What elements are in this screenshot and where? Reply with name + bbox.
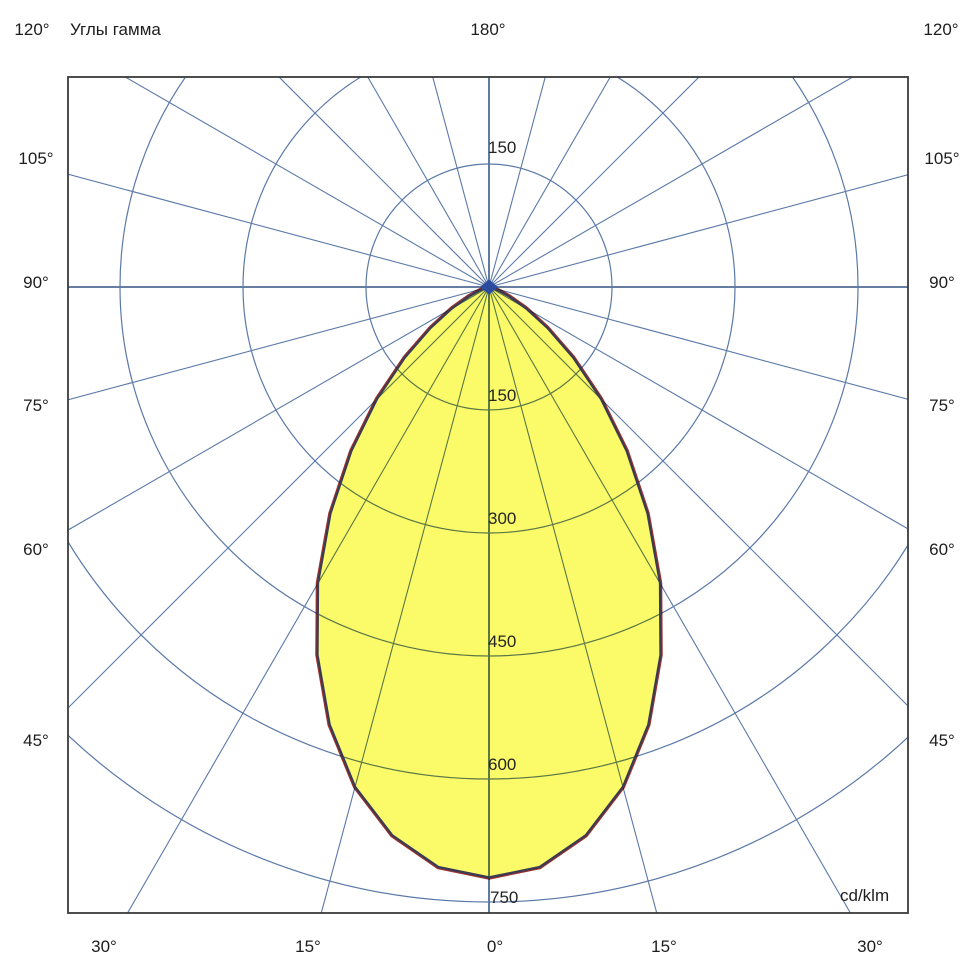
ring-150: [365, 163, 613, 411]
ring-value-450: 450: [488, 632, 517, 651]
gamma-ray-15: [488, 286, 658, 913]
ring-value-150-above: 150: [488, 138, 517, 157]
gamma-ray-195: [432, 77, 490, 288]
gamma-ray-300: [68, 286, 490, 531]
angle-label-bottom-15l: 15°: [295, 937, 321, 956]
angle-label-right-75: 75°: [929, 396, 955, 415]
ring-750: [68, 734, 908, 903]
angle-label-bottom-30l: 30°: [91, 937, 117, 956]
angle-label-right-90: 90°: [929, 273, 955, 292]
gamma-ray-135: [488, 77, 700, 288]
angle-label-bottom-15r: 15°: [651, 937, 677, 956]
ring-value-600: 600: [488, 755, 517, 774]
ring-600: [68, 540, 908, 780]
gamma-ray-330: [126, 286, 490, 913]
angle-label-left-60: 60°: [23, 540, 49, 559]
gamma-axis-title: Углы гамма: [70, 20, 161, 39]
curve-c0-c180: [316, 285, 662, 879]
plot-border: [67, 76, 909, 914]
gamma-ray-315: [68, 286, 490, 709]
gamma-ray-225: [278, 77, 490, 288]
ring-300: [242, 77, 736, 534]
unit-label: cd/klm: [840, 886, 890, 905]
gamma-ray-210: [367, 77, 490, 288]
gamma-ray-120: [488, 77, 854, 288]
angle-label-bottom-30r: 30°: [857, 937, 883, 956]
gamma-ray-45: [488, 286, 908, 707]
angle-label-left-105: 105°: [18, 149, 54, 168]
angle-label-bottom-0: 0°: [486, 937, 504, 956]
angle-label-top-right: 120°: [923, 20, 959, 39]
gamma-ray-60: [488, 286, 908, 530]
ring-value-150: 150: [488, 386, 517, 405]
gamma-ray-150: [488, 77, 611, 288]
ring-450: [119, 77, 859, 657]
gamma-ray-255: [68, 173, 490, 288]
gamma-ray-240: [124, 77, 490, 288]
ring-value-750: 750: [490, 888, 519, 907]
gamma-ray-165: [488, 77, 546, 288]
gamma-ray-30: [488, 286, 852, 913]
angle-label-left-90: 90°: [23, 273, 49, 292]
ring-value-300: 300: [488, 509, 517, 528]
gamma-ray-345: [320, 286, 490, 913]
gamma-ray-75: [488, 286, 908, 400]
angle-label-top-center: 180°: [470, 20, 506, 39]
angle-label-right-45: 45°: [929, 731, 955, 750]
gamma-ray-105: [488, 174, 908, 288]
angle-label-right-60: 60°: [929, 540, 955, 559]
angle-label-left-45: 45°: [23, 731, 49, 750]
center-marker: [480, 279, 498, 295]
angle-label-left-75: 75°: [23, 396, 49, 415]
gamma-ray-285: [68, 286, 490, 401]
angle-label-right-105: 105°: [924, 149, 960, 168]
angle-label-top-left: 120°: [14, 20, 50, 39]
